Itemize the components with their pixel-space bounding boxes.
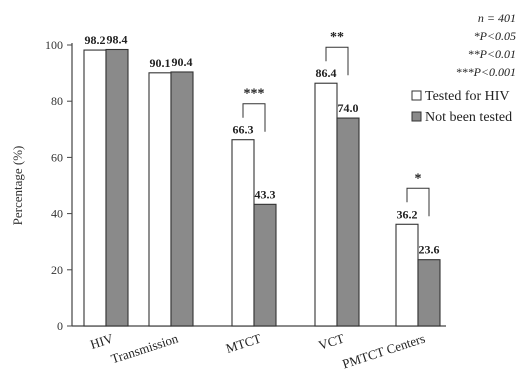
significance-bracket bbox=[406, 187, 430, 217]
data-label-tested: 98.2 bbox=[85, 33, 106, 47]
data-label-not-tested: 74.0 bbox=[338, 101, 359, 115]
y-tick-label: 100 bbox=[45, 38, 63, 52]
x-tick-label: HIV bbox=[88, 330, 115, 352]
x-tick-label: PMTCT Centers bbox=[340, 331, 427, 372]
significance-marker: * bbox=[415, 171, 422, 186]
significance-note: *P<0.05 bbox=[474, 29, 516, 43]
data-label-tested: 36.2 bbox=[397, 207, 418, 221]
annotations: ****** bbox=[242, 30, 430, 217]
y-axis-label: Percentage (%) bbox=[10, 146, 25, 226]
bar-not-tested bbox=[417, 259, 441, 327]
legend: n = 401 *P<0.05 **P<0.01 ***P<0.001 Tested f… bbox=[411, 11, 516, 125]
significance-marker: ** bbox=[330, 30, 344, 45]
significance-note: ***P<0.001 bbox=[456, 65, 516, 79]
bar-tested bbox=[83, 49, 107, 327]
legend-label: Not been tested bbox=[425, 110, 512, 125]
data-label-not-tested: 98.4 bbox=[107, 32, 128, 46]
significance-bracket bbox=[242, 103, 266, 132]
y-tick-label: 0 bbox=[57, 319, 63, 333]
legend-swatch bbox=[411, 90, 422, 101]
y-tick-label: 20 bbox=[51, 263, 63, 277]
data-label-tested: 90.1 bbox=[150, 56, 171, 70]
bar-not-tested bbox=[170, 71, 194, 327]
axes: 0 20 40 60 80 100 Percentage (%) HIVTransmissio… bbox=[10, 38, 446, 371]
y-tick-label: 60 bbox=[51, 150, 63, 164]
legend-label: Tested for HIV bbox=[425, 89, 510, 104]
bar-tested bbox=[231, 139, 255, 327]
bar-not-tested bbox=[105, 48, 129, 327]
y-tick-label: 80 bbox=[51, 94, 63, 108]
data-label-not-tested: 90.4 bbox=[172, 55, 193, 69]
significance-note: n = 401 bbox=[478, 11, 516, 25]
data-label-tested: 86.4 bbox=[316, 66, 337, 80]
data-label-tested: 66.3 bbox=[233, 123, 254, 137]
significance-bracket bbox=[325, 46, 349, 76]
significance-marker: *** bbox=[244, 87, 265, 102]
x-tick-label: VCT bbox=[317, 331, 346, 353]
bars: 98.2 98.4 90.1 90.4 66.3 43.3 86.4 74.0 36.2 23.6 bbox=[83, 32, 441, 327]
x-tick-label: MTCT bbox=[224, 331, 263, 356]
legend-swatch bbox=[411, 111, 422, 122]
bar-not-tested bbox=[253, 203, 277, 327]
significance-note: **P<0.01 bbox=[468, 47, 516, 61]
data-label-not-tested: 43.3 bbox=[255, 187, 276, 201]
bar-tested bbox=[148, 72, 172, 327]
x-tick-label: Transmission bbox=[109, 330, 180, 366]
y-tick-label: 40 bbox=[51, 207, 63, 221]
bar-tested bbox=[314, 82, 338, 327]
data-label-not-tested: 23.6 bbox=[419, 243, 440, 257]
bar-tested bbox=[395, 223, 419, 327]
bar-not-tested bbox=[336, 117, 360, 327]
